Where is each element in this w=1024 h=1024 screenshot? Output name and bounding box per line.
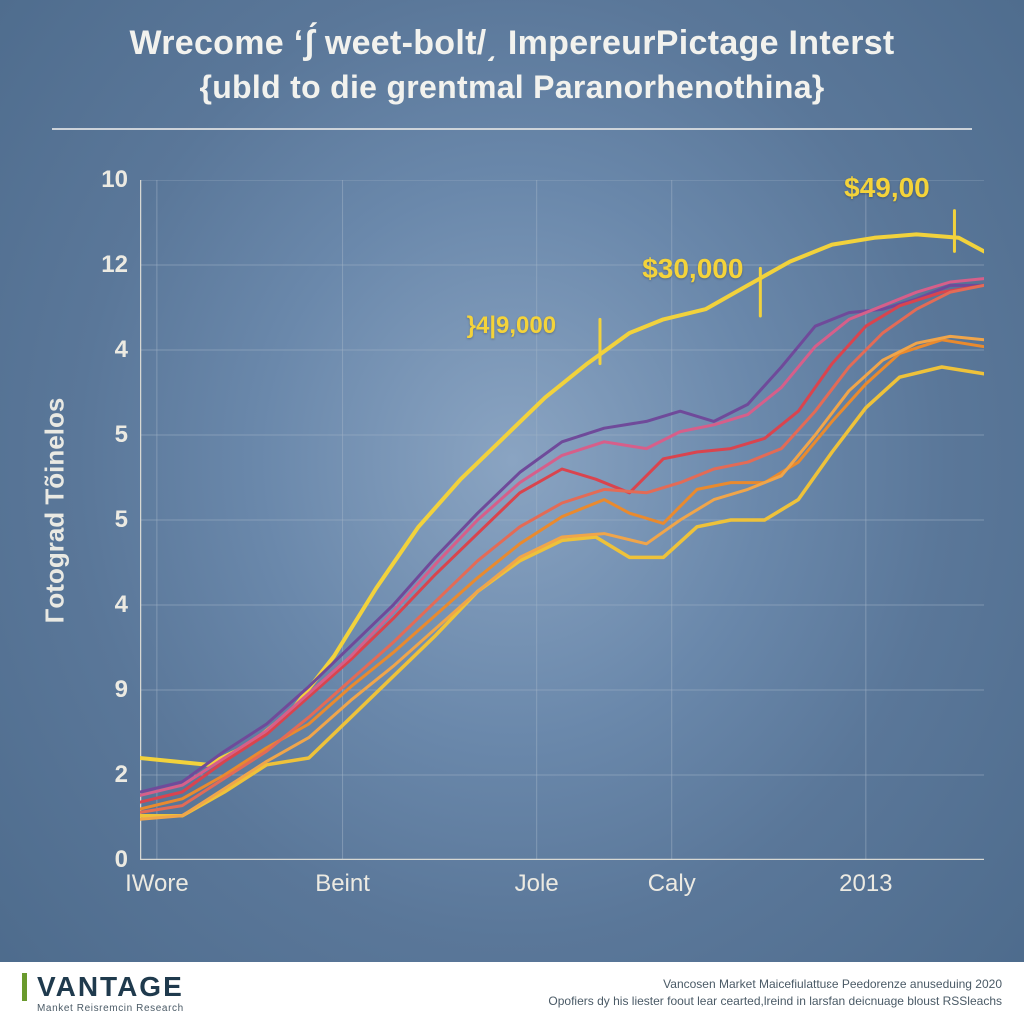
- x-tick-label: IWore: [125, 870, 189, 898]
- chart-title-block: Wrecome ʻʃ́ weet-bolt/͵ ImpereurPictage …: [0, 24, 1024, 130]
- y-tick-label: 0: [82, 846, 128, 874]
- footer-line1: Vancosen Market Maicefiulattuɛe Peedoren…: [548, 976, 1002, 993]
- y-tick-label: 9: [82, 676, 128, 704]
- title-divider: [52, 128, 972, 130]
- footer-bar: VANTAGE Manket Reisremcin Research Vanco…: [0, 962, 1024, 1024]
- chart-region: Гotograd Tõinelos 10124554920IWoreBeintJ…: [40, 180, 984, 920]
- brand-name: VANTAGE: [22, 973, 184, 1001]
- footer-line2: Opofiers dy his liester foout lear ceart…: [548, 993, 1002, 1010]
- y-tick-label: 5: [82, 506, 128, 534]
- chart-title-line2: {ubld to die grentmal Paranorhenothina}: [40, 69, 984, 106]
- footer-attribution: Vancosen Market Maicefiulattuɛe Peedoren…: [548, 976, 1002, 1010]
- x-tick-label: Beint: [315, 870, 370, 898]
- plot-area: 10124554920IWoreBeintJoleCaly2013}4|9,00…: [140, 180, 984, 860]
- data-callout-label: $30,000: [642, 253, 743, 285]
- plot-svg: [140, 180, 984, 860]
- data-callout-label: $49,00: [844, 172, 930, 204]
- y-tick-label: 10: [82, 166, 128, 194]
- y-tick-label: 12: [82, 251, 128, 279]
- brand-block: VANTAGE Manket Reisremcin Research: [22, 973, 184, 1014]
- y-tick-label: 5: [82, 421, 128, 449]
- brand-tagline: Manket Reisremcin Research: [22, 1004, 184, 1014]
- x-tick-label: Caly: [648, 870, 696, 898]
- chart-title-line1: Wrecome ʻʃ́ weet-bolt/͵ ImpereurPictage …: [40, 24, 984, 63]
- y-axis-label: Гotograd Tõinelos: [40, 397, 71, 623]
- y-tick-label: 4: [82, 591, 128, 619]
- x-tick-label: 2013: [839, 870, 892, 898]
- y-tick-label: 2: [82, 761, 128, 789]
- y-axis-label-wrap: Гotograd Tõinelos: [40, 180, 70, 840]
- y-tick-label: 4: [82, 336, 128, 364]
- data-callout-label: }4|9,000: [467, 312, 556, 340]
- x-tick-label: Jole: [515, 870, 559, 898]
